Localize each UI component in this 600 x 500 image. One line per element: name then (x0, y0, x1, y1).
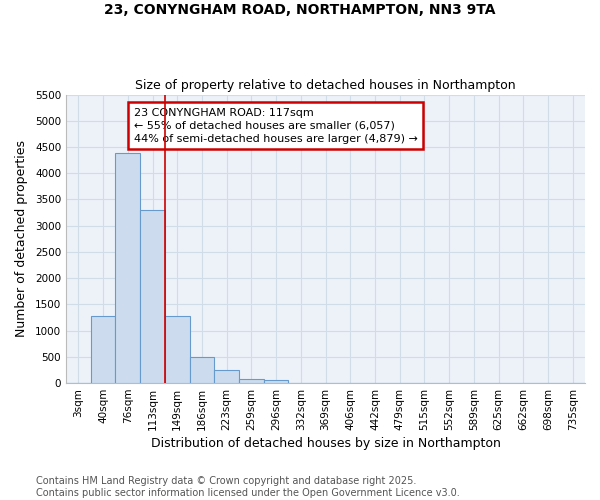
Bar (214, 370, 239, 383)
Y-axis label: Number of detached properties: Number of detached properties (15, 140, 28, 338)
Title: Size of property relative to detached houses in Northampton: Size of property relative to detached ho… (135, 79, 516, 92)
Bar (239, 379, 264, 383)
Bar (264, 380, 289, 383)
Bar (115, 154, 140, 383)
X-axis label: Distribution of detached houses by size in Northampton: Distribution of detached houses by size … (151, 437, 500, 450)
Text: Contains HM Land Registry data © Crown copyright and database right 2025.
Contai: Contains HM Land Registry data © Crown c… (36, 476, 460, 498)
Text: 23 CONYNGHAM ROAD: 117sqm
← 55% of detached houses are smaller (6,057)
44% of se: 23 CONYNGHAM ROAD: 117sqm ← 55% of detac… (134, 108, 418, 144)
Bar (140, 210, 165, 383)
Text: 23, CONYNGHAM ROAD, NORTHAMPTON, NN3 9TA: 23, CONYNGHAM ROAD, NORTHAMPTON, NN3 9TA (104, 2, 496, 16)
Bar (190, 357, 214, 383)
Bar (91, 316, 115, 383)
Bar (165, 316, 190, 383)
